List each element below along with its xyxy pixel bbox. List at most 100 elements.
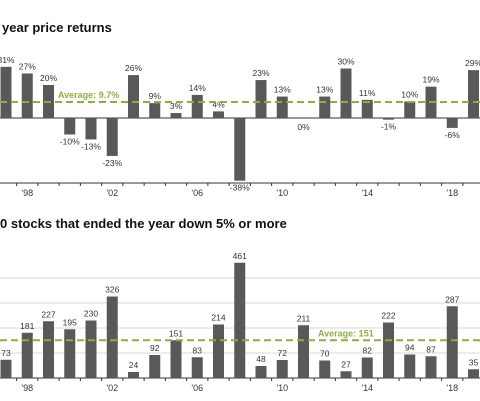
- chart1-bar-label: -1%: [381, 122, 397, 132]
- chart1-bar: [276, 96, 288, 118]
- chart2-average-label: Average: 151: [318, 328, 374, 338]
- chart2-bar: [425, 356, 437, 378]
- chart2-bar-label: 151: [169, 328, 183, 338]
- chart2-bar: [64, 329, 76, 378]
- chart2-bar: [468, 369, 479, 378]
- chart2-bar-label: 48: [256, 354, 266, 364]
- chart1-bar-label: 3%: [170, 101, 183, 111]
- chart2-bar: [276, 360, 288, 378]
- chart1-bar-label: 14%: [189, 83, 206, 93]
- chart2-bar: [383, 322, 394, 378]
- chart1-bar: [255, 80, 267, 118]
- chart2-bar: [255, 366, 267, 378]
- chart2-bar-label: 70: [320, 349, 330, 359]
- chart1-bar-label: 9%: [149, 91, 162, 101]
- chart2-x-tick-label: '10: [276, 383, 288, 393]
- chart2-bar: [361, 357, 373, 378]
- chart2-bar: [340, 371, 352, 378]
- chart1-bar-label: 29%: [465, 58, 480, 68]
- chart2-bar: [234, 262, 246, 378]
- chart1-bar-label: 0%: [297, 122, 310, 132]
- chart2-bar-label: 287: [445, 294, 459, 304]
- chart2-x-tick-label: '98: [21, 383, 33, 393]
- chart2-bar: [191, 357, 203, 378]
- chart1-bar-label: 23%: [252, 68, 269, 78]
- chart2-bar-label: 73: [1, 348, 11, 358]
- chart2-x-tick-label: '18: [446, 383, 458, 393]
- chart2-bar-label: 461: [233, 251, 247, 261]
- chart1-bar: [404, 101, 416, 118]
- chart2-bar-label: 87: [426, 344, 436, 354]
- chart1-x-tick-label: '98: [21, 188, 33, 198]
- chart2-bar-label: 181: [20, 321, 34, 331]
- chart1-bar-label: -23%: [102, 158, 122, 168]
- chart2-bar-label: 83: [193, 345, 203, 355]
- chart2-bar-label: 82: [363, 346, 373, 356]
- chart2-bar: [128, 372, 139, 378]
- chart1-bar: [234, 118, 246, 181]
- chart1-bar: [128, 75, 139, 118]
- chart1-bar-label: 26%: [125, 63, 142, 73]
- chart1-x-tick-label: '18: [446, 188, 458, 198]
- chart1-x-tick-label: '02: [106, 188, 118, 198]
- chart1-bar-label: 30%: [337, 57, 354, 67]
- chart2-bar-label: 230: [84, 309, 98, 319]
- chart2-bar-label: 72: [278, 348, 288, 358]
- chart1-bar-label: 13%: [316, 85, 333, 95]
- chart2-bar-label: 214: [211, 313, 225, 323]
- chart1-bar: [106, 118, 118, 156]
- chart2-bar: [446, 306, 458, 378]
- chart1-bar: [446, 118, 458, 128]
- chart1-bar: [191, 94, 203, 118]
- chart2-x-tick-label: '06: [191, 383, 203, 393]
- chart1-bar-label: 11%: [359, 88, 376, 98]
- chart1-bar: [361, 99, 373, 118]
- chart2-bar-label: 94: [405, 343, 415, 353]
- chart1-x-tick-label: '10: [276, 188, 288, 198]
- chart2-bar-label: 222: [381, 311, 395, 321]
- chart1-bar-label: 20%: [40, 73, 57, 83]
- chart2-bar: [21, 332, 33, 378]
- chart2-bar: [170, 340, 182, 378]
- chart1-plot: 31% 27% 20% -10%-13%-23% 26% 9% 3% 14% 4% -38% 23%…: [0, 55, 480, 198]
- chart2-x-tick-label: '02: [106, 383, 118, 393]
- chart1-bar-label: -6%: [445, 130, 461, 140]
- chart2-bar: [319, 360, 331, 378]
- chart1-bar: [21, 73, 33, 118]
- chart2-bar-label: 195: [63, 317, 77, 327]
- chart2-bar-label: 211: [297, 313, 311, 323]
- chart1-bar: [64, 118, 76, 135]
- chart1-bar: [468, 70, 479, 118]
- chart1-bar: [319, 96, 331, 118]
- chart2-bar: [43, 321, 54, 378]
- chart1-bar-label: -10%: [60, 137, 80, 147]
- chart1-bar: [85, 118, 97, 140]
- chart1-bar: [213, 111, 224, 118]
- chart2-bar-label: 27: [341, 359, 351, 369]
- chart1-x-tick-label: '06: [191, 188, 203, 198]
- chart2-bar-label: 227: [41, 309, 55, 319]
- chart1-bar-label: 10%: [401, 90, 418, 100]
- chart2-bar-label: 92: [150, 343, 160, 353]
- chart1-bar-label: 27%: [19, 61, 36, 71]
- chart2-bar-label: 24: [129, 360, 139, 370]
- chart1-bar-label: 4%: [212, 99, 225, 109]
- chart1-bar: [340, 68, 352, 118]
- chart1-bar: [383, 118, 394, 120]
- chart2-bar: [298, 325, 309, 378]
- chart1-bar-label: 31%: [0, 55, 15, 65]
- chart2-bar: [213, 324, 224, 378]
- chart2-bar: [85, 320, 97, 378]
- chart1-bar: [170, 113, 182, 118]
- chart2-bar: [106, 296, 118, 378]
- chart2-bar: [149, 355, 161, 378]
- chart1-title: year price returns: [2, 20, 112, 35]
- chart1-bar-label: -13%: [81, 141, 101, 151]
- chart1-bar-label: 19%: [422, 75, 439, 85]
- chart2-bar-label: 326: [105, 285, 119, 295]
- chart2-bar-label: 35: [469, 357, 479, 367]
- chart1-average-label: Average: 9.7%: [58, 90, 119, 100]
- chart2-bar: [404, 354, 416, 378]
